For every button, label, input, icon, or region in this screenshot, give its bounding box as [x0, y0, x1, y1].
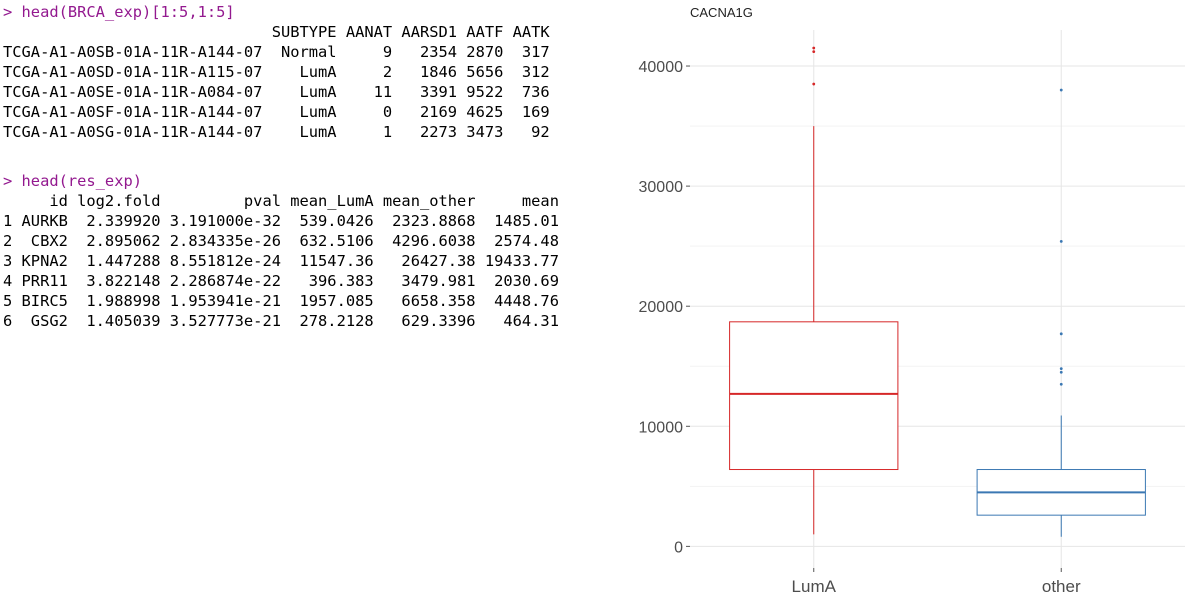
- y-tick-label: 30000: [639, 179, 684, 196]
- boxplot-chart: CACNA1G 0 10000 20000 30000 40000 LumA other: [639, 5, 1185, 596]
- table1-row: TCGA-A1-A0SF-01A-11R-A144-07 LumA 0 2169…: [3, 103, 550, 121]
- console-command-head-res: > head(res_exp): [3, 172, 142, 190]
- table1-row: TCGA-A1-A0SE-01A-11R-A084-07 LumA 11 339…: [3, 83, 550, 101]
- table2-row: 6 GSG2 1.405039 3.527773e-21 278.2128 62…: [3, 312, 559, 330]
- outlier-point: [1059, 382, 1063, 386]
- table2-row: 5 BIRC5 1.988998 1.953941e-21 1957.085 6…: [3, 292, 559, 310]
- boxplot-panel: CACNA1G 0 10000 20000 30000 40000 LumA other: [620, 0, 1200, 600]
- table1-row: TCGA-A1-A0SD-01A-11R-A115-07 LumA 2 1846…: [3, 63, 550, 81]
- table1-row: TCGA-A1-A0SB-01A-11R-A144-07 Normal 9 23…: [3, 43, 550, 61]
- outlier-point: [812, 46, 816, 50]
- console-command-head-brca: > head(BRCA_exp)[1:5,1:5]: [3, 3, 235, 21]
- y-tick-label: 0: [674, 539, 683, 556]
- box-luma: [729, 321, 899, 471]
- table2-header: id log2.fold pval mean_LumA mean_other m…: [3, 192, 559, 210]
- outlier-point: [1059, 367, 1063, 371]
- outlier-point: [1059, 239, 1063, 243]
- outlier-point: [1059, 332, 1063, 336]
- y-tick-label: 10000: [639, 419, 684, 436]
- table1-header: SUBTYPE AANAT AARSD1 AATF AATK: [3, 23, 550, 41]
- table2-row: 2 CBX2 2.895062 2.834335e-26 632.5106 42…: [3, 232, 559, 250]
- x-category-label: LumA: [792, 577, 837, 596]
- table1-row: TCGA-A1-A0SG-01A-11R-A144-07 LumA 1 2273…: [3, 123, 550, 141]
- table2-row: 1 AURKB 2.339920 3.191000e-32 539.0426 2…: [3, 212, 559, 230]
- y-tick-label: 20000: [639, 299, 684, 316]
- y-tick-label: 40000: [639, 59, 684, 76]
- outlier-point: [1059, 88, 1063, 92]
- r-console-output: > head(BRCA_exp)[1:5,1:5] SUBTYPE AANAT …: [3, 3, 559, 330]
- table2-row: 3 KPNA2 1.447288 8.551812e-24 11547.36 2…: [3, 252, 559, 270]
- x-category-label: other: [1042, 577, 1081, 596]
- outlier-point: [812, 50, 816, 54]
- outlier-point: [1059, 370, 1063, 374]
- chart-title: CACNA1G: [690, 5, 753, 20]
- outlier-point: [812, 82, 816, 86]
- table2-row: 4 PRR11 3.822148 2.286874e-22 396.383 34…: [3, 272, 559, 290]
